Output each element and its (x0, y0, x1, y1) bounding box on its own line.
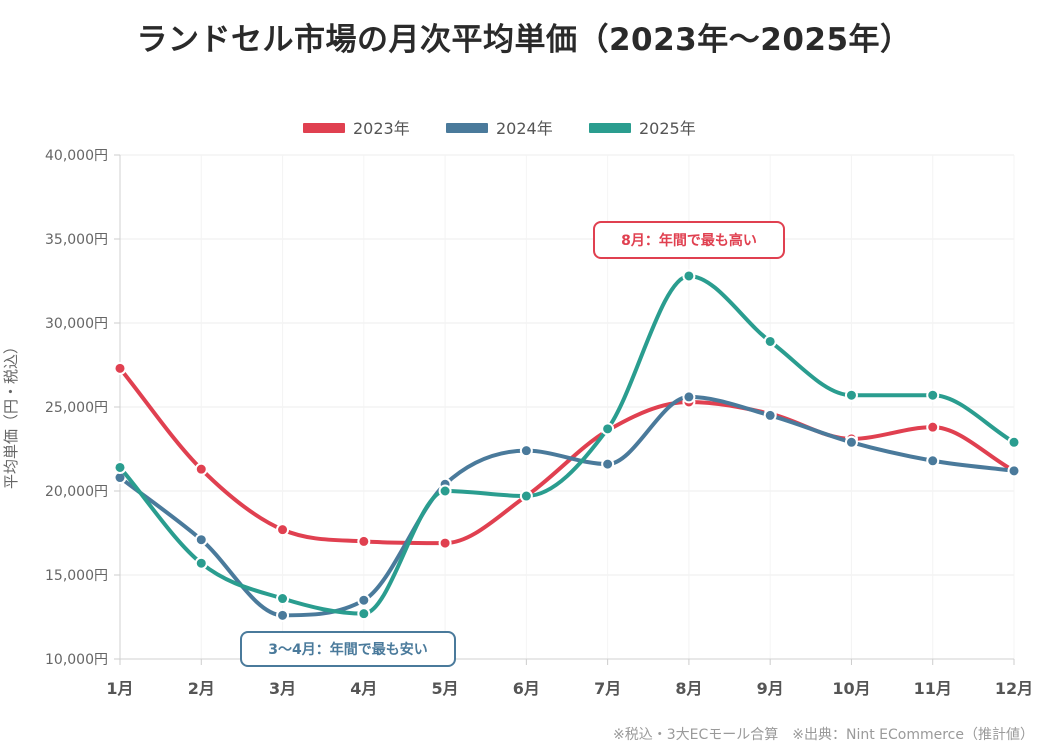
y-tick-label: 25,000円 (45, 400, 108, 416)
series-2 (113, 390, 1021, 622)
data-point (1007, 435, 1021, 449)
annotation-box (240, 631, 456, 667)
legend-swatch (446, 123, 488, 133)
x-tick-label: 3月 (269, 679, 296, 698)
y-tick-label: 35,000円 (45, 232, 108, 248)
data-point (519, 489, 533, 503)
series-3 (113, 269, 1021, 621)
x-tick-label: 1月 (106, 679, 133, 698)
legend-swatch (303, 123, 345, 133)
x-tick-label: 11月 (914, 679, 952, 698)
data-point (438, 484, 452, 498)
data-point (113, 460, 127, 474)
x-tick-label: 6月 (513, 679, 540, 698)
source-footnote: ※税込・3大ECモール合算 ※出典：Nint ECommerce（推計値） (613, 727, 1034, 743)
series-lines (113, 269, 1021, 622)
x-tick-label: 8月 (675, 679, 702, 698)
data-point (194, 462, 208, 476)
annotation: 3〜4月：年間で最も安い (240, 631, 456, 667)
data-point (763, 408, 777, 422)
data-point (844, 435, 858, 449)
legend-item: 2024年 (446, 119, 553, 138)
data-point (1007, 464, 1021, 478)
data-point (113, 361, 127, 375)
legend: 2023年 2024年 2025年 (303, 119, 696, 138)
x-axis-ticks: 1月 2月 3月 4月 5月 6月 7月 8月 9月 10月 11月 12月 (106, 679, 1033, 698)
series-line (118, 394, 1016, 618)
data-point (519, 444, 533, 458)
series-line (118, 273, 1016, 616)
y-tick-label: 20,000円 (45, 484, 108, 500)
data-point (926, 420, 940, 434)
x-tick-label: 5月 (432, 679, 459, 698)
annotation-text: 3〜4月：年間で最も安い (268, 641, 427, 658)
x-tick-label: 2月 (188, 679, 215, 698)
data-point (844, 388, 858, 402)
legend-item: 2023年 (303, 119, 410, 138)
y-tick-label: 15,000円 (45, 568, 108, 584)
data-point (276, 608, 290, 622)
x-tick-label: 4月 (350, 679, 377, 698)
y-tick-label: 10,000円 (45, 652, 108, 668)
annotation: 8月：年間で最も高い (593, 221, 785, 259)
x-tick-label: 10月 (832, 679, 870, 698)
legend-swatch (589, 123, 631, 133)
x-tick-label: 9月 (757, 679, 784, 698)
y-axis-label: 平均単価（円・税込） (2, 339, 20, 489)
legend-label: 2024年 (496, 119, 553, 138)
data-point (276, 523, 290, 537)
data-point (357, 534, 371, 548)
x-tick-label: 7月 (594, 679, 621, 698)
data-point (194, 533, 208, 547)
data-point (926, 454, 940, 468)
data-point (357, 593, 371, 607)
data-point (763, 334, 777, 348)
annotation-box (593, 221, 785, 259)
data-point (601, 422, 615, 436)
data-point (682, 269, 696, 283)
x-tick-label: 12月 (995, 679, 1033, 698)
data-point (438, 536, 452, 550)
legend-label: 2025年 (639, 119, 696, 138)
y-tick-label: 30,000円 (45, 316, 108, 332)
annotation-text: 8月：年間で最も高い (621, 232, 757, 249)
legend-label: 2023年 (353, 119, 410, 138)
y-tick-label: 40,000円 (45, 148, 108, 164)
data-point (682, 390, 696, 404)
legend-item: 2025年 (589, 119, 696, 138)
chart-title: ランドセル市場の月次平均単価（2023年〜2025年） (136, 22, 912, 58)
data-point (194, 556, 208, 570)
y-axis-ticks: 10,000円 15,000円 20,000円 25,000円 30,000円 35,00… (45, 148, 108, 668)
data-point (357, 607, 371, 621)
data-point (601, 457, 615, 471)
data-point (276, 592, 290, 606)
annotations: 8月：年間で最も高い 3〜4月：年間で最も安い (240, 221, 785, 667)
data-point (926, 388, 940, 402)
